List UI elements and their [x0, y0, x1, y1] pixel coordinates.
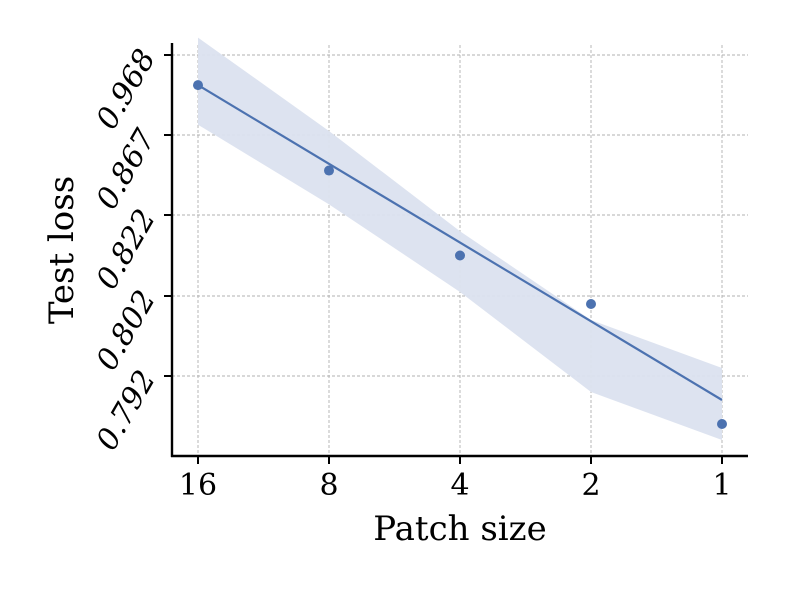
- y-tick-label: 0.867: [90, 123, 164, 216]
- axes: [164, 43, 748, 464]
- data-point: [717, 419, 727, 429]
- y-tick-label: 0.968: [90, 44, 163, 136]
- x-tick-label: 16: [179, 468, 217, 503]
- x-tick-label: 2: [581, 468, 600, 503]
- data-point: [586, 299, 596, 309]
- data-point: [324, 165, 334, 176]
- data-point: [455, 250, 465, 261]
- x-tick-label: 1: [712, 468, 731, 503]
- x-tick-label: 4: [450, 468, 469, 503]
- x-axis-label: Patch size: [373, 509, 546, 549]
- data-points: [193, 80, 727, 429]
- y-tick-label: 0.792: [90, 365, 163, 457]
- y-tick-label: 0.802: [90, 285, 163, 377]
- confidence-band: [198, 37, 722, 441]
- x-tick-label: 8: [319, 468, 338, 503]
- y-tick-label: 0.822: [90, 204, 163, 296]
- regression-line: [197, 84, 723, 401]
- y-axis-label: Test loss: [42, 176, 82, 324]
- x-tick-labels: 16 8 4 2 1: [179, 468, 732, 503]
- data-point: [193, 80, 203, 91]
